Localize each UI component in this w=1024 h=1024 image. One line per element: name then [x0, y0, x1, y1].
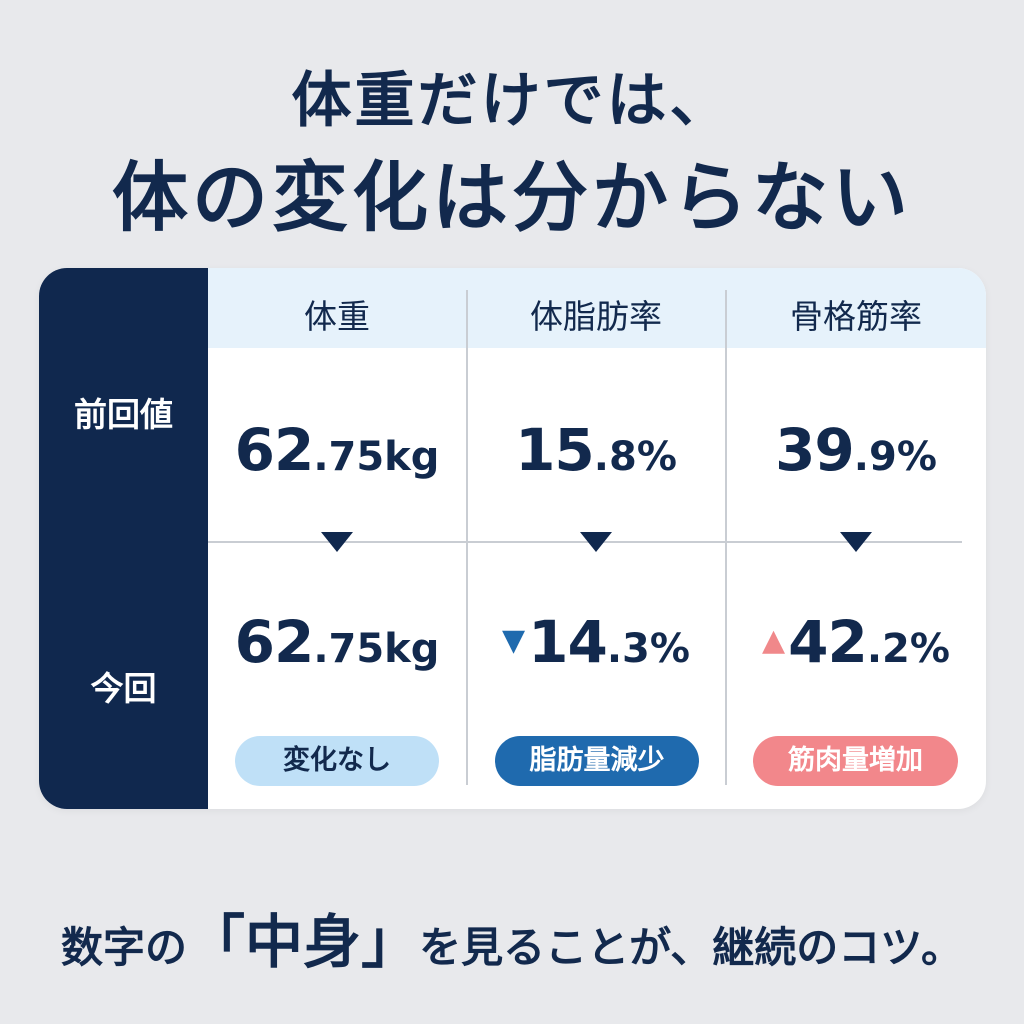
trend-up-icon: ▲ — [762, 623, 785, 658]
footer-message: 数字の「中身」を見ることが、継続のコツ。 — [0, 895, 1024, 979]
column-header-band — [208, 268, 986, 348]
chevron-down-icon — [840, 532, 872, 552]
footer-open-bracket: 「 — [187, 908, 246, 976]
comparison-table: 前回値 今回 体重 体脂肪率 骨格筋率 62.75kg 15.8% 39.9% … — [39, 268, 986, 809]
current-muscle-value: ▲42.2% — [727, 608, 985, 676]
value-integer: 14 — [528, 608, 608, 676]
value-fraction-unit: .75kg — [313, 434, 440, 480]
footer-text-after: を見ることが、継続のコツ。 — [419, 923, 963, 972]
previous-muscle-value: 39.9% — [727, 416, 985, 484]
value-integer: 39 — [775, 416, 855, 484]
headline-line-2: 体の変化は分からない — [112, 153, 912, 242]
value-fraction-unit: .2% — [866, 626, 950, 672]
value-integer: 15 — [515, 416, 595, 484]
value-integer: 62 — [234, 416, 315, 484]
footer-close-bracket: 」 — [361, 908, 420, 976]
value-fraction-unit: .3% — [606, 626, 690, 672]
value-fraction-unit: .9% — [853, 434, 937, 480]
column-header-body-fat: 体脂肪率 — [530, 297, 662, 336]
column-header-weight: 体重 — [304, 297, 370, 336]
footer-emphasis: 中身 — [245, 908, 362, 976]
previous-body-fat-value: 15.8% — [467, 416, 725, 484]
footer-text-before: 数字の — [61, 923, 188, 972]
current-body-fat-value: ▼14.3% — [467, 608, 725, 676]
value-integer: 42 — [788, 608, 868, 676]
chevron-down-icon — [580, 532, 612, 552]
badge-muscle-increase: 筋肉量増加 — [753, 736, 958, 786]
row-header-column — [39, 268, 208, 809]
row-header-previous: 前回値 — [74, 395, 173, 434]
row-header-current: 今回 — [90, 669, 157, 708]
headline-line-1: 体重だけでは、 — [291, 66, 733, 136]
chevron-down-icon — [321, 532, 353, 552]
column-header-muscle: 骨格筋率 — [790, 297, 922, 336]
badge-fat-decrease: 脂肪量減少 — [495, 736, 699, 786]
badge-no-change: 変化なし — [235, 736, 439, 786]
value-fraction-unit: .75kg — [313, 626, 440, 672]
value-fraction-unit: .8% — [593, 434, 677, 480]
current-weight-value: 62.75kg — [208, 608, 466, 676]
column-divider — [466, 290, 468, 785]
column-divider — [725, 290, 727, 785]
value-integer: 62 — [234, 608, 315, 676]
trend-down-icon: ▼ — [502, 623, 525, 658]
previous-weight-value: 62.75kg — [208, 416, 466, 484]
